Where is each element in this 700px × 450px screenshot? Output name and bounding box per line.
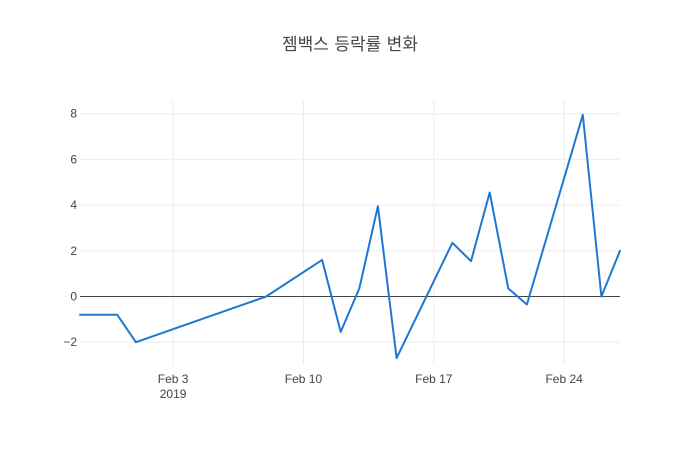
data-point bbox=[320, 258, 324, 262]
data-point bbox=[115, 313, 119, 317]
x-tick-label: Feb 24 bbox=[545, 372, 583, 386]
data-point bbox=[581, 113, 585, 117]
series-line bbox=[79, 113, 621, 360]
data-point bbox=[78, 313, 82, 317]
y-tick-label: 6 bbox=[70, 152, 77, 166]
data-point bbox=[339, 330, 343, 334]
data-point bbox=[506, 286, 510, 290]
y-tick-label: 0 bbox=[70, 289, 77, 303]
data-point bbox=[488, 191, 492, 195]
data-point bbox=[357, 286, 361, 290]
data-point bbox=[450, 241, 454, 245]
data-point bbox=[599, 294, 603, 298]
data-point bbox=[134, 340, 138, 344]
series-group bbox=[78, 113, 622, 360]
y-tick-label: 4 bbox=[70, 198, 77, 212]
data-point bbox=[264, 294, 268, 298]
x-tick-label: Feb 17 bbox=[415, 372, 453, 386]
x-tick-label: Feb 10 bbox=[285, 372, 323, 386]
y-tick-label: 2 bbox=[70, 244, 77, 258]
chart-title: 젬백스 등락률 변화 bbox=[282, 35, 418, 55]
x-tick-label: Feb 3 bbox=[158, 372, 189, 386]
data-point bbox=[376, 204, 380, 208]
y-axis: −2 0 2 4 6 8 bbox=[63, 107, 77, 349]
data-point bbox=[469, 259, 473, 263]
data-point bbox=[395, 356, 399, 360]
data-point bbox=[97, 313, 101, 317]
grid bbox=[80, 100, 620, 365]
data-point bbox=[525, 302, 529, 306]
y-tick-label: −2 bbox=[63, 335, 77, 349]
x-tick-year-label: 2019 bbox=[160, 387, 187, 401]
y-tick-label: 8 bbox=[70, 107, 77, 121]
data-point bbox=[618, 249, 622, 253]
